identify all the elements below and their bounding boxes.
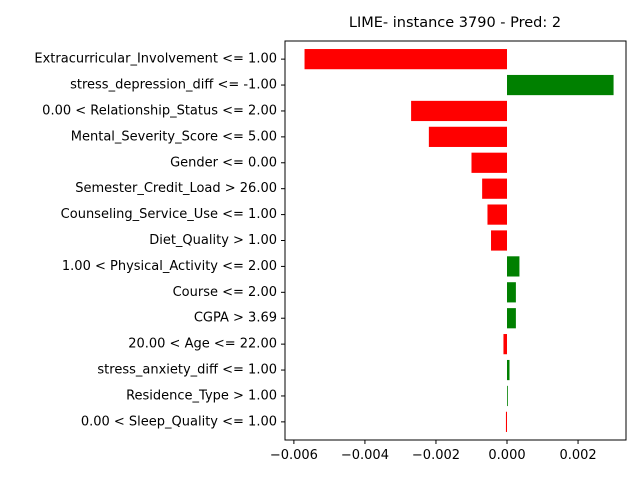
plot-frame <box>284 40 627 441</box>
y-tick-label: 0.00 < Sleep_Quality <= 1.00 <box>81 414 277 429</box>
y-tick-label: stress_depression_diff <= -1.00 <box>70 78 277 93</box>
y-tick-label: Diet_Quality > 1.00 <box>149 233 277 248</box>
bar <box>507 74 614 96</box>
y-axis-ticks: Extracurricular_Involvement <= 1.00 stres… <box>34 52 285 429</box>
y-tick-label: 1.00 < Physical_Activity <= 2.00 <box>62 259 277 274</box>
y-tick-label: Extracurricular_Involvement <= 1.00 <box>34 52 277 67</box>
bar <box>507 385 508 407</box>
bar <box>507 256 520 277</box>
x-tick-label: −0.006 <box>270 448 318 463</box>
x-tick-label: 0.000 <box>488 448 525 463</box>
y-tick-label: Semester_Credit_Load > 26.00 <box>75 181 277 196</box>
bar <box>428 126 508 147</box>
bars-group <box>304 49 614 432</box>
y-tick-label: Mental_Severity_Score <= 5.00 <box>71 129 277 144</box>
x-axis-ticks: −0.006 −0.004 −0.002 0.000 0.002 <box>270 440 597 463</box>
y-tick-label: CGPA > 3.69 <box>194 311 277 326</box>
y-tick-label: stress_anxiety_diff <= 1.00 <box>97 363 277 378</box>
bar <box>471 152 508 173</box>
y-tick-label: Residence_Type > 1.00 <box>126 388 277 403</box>
y-tick-label: 20.00 < Age <= 22.00 <box>128 337 277 352</box>
bar <box>507 308 516 329</box>
bar <box>507 282 516 303</box>
bar <box>507 359 510 381</box>
bar <box>487 204 508 225</box>
bar <box>491 230 508 251</box>
bar <box>503 334 508 355</box>
y-tick-label: Course <= 2.00 <box>173 285 277 300</box>
bar <box>411 100 508 122</box>
bar <box>482 178 508 199</box>
bar <box>505 411 508 432</box>
y-tick-label: Counseling_Service_Use <= 1.00 <box>61 207 277 222</box>
y-tick-label: Gender <= 0.00 <box>170 155 277 170</box>
x-tick-label: 0.002 <box>559 448 596 463</box>
chart-title: LIME- instance 3790 - Pred: 2 <box>349 15 561 31</box>
bar <box>304 49 508 70</box>
x-tick-label: −0.004 <box>341 448 389 463</box>
y-tick-label: 0.00 < Relationship_Status <= 2.00 <box>42 103 277 118</box>
x-tick-label: −0.002 <box>412 448 460 463</box>
